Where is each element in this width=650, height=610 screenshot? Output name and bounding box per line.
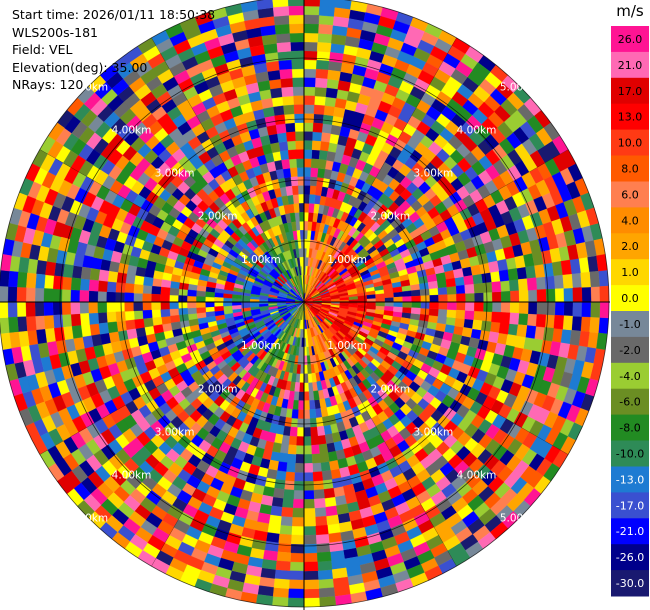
colorbar-swatch [611,259,649,286]
colorbar-swatch [611,77,649,105]
range-ring-label: 5.00km [500,81,540,93]
range-ring-label: 4.00km [112,470,152,482]
colorbar-swatch [611,518,649,545]
colorbar-tick-label: -2.0 [619,344,640,357]
start-time: Start time: 2026/01/11 18:50:38 [12,7,216,22]
colorbar-swatch [611,492,649,519]
colorbar-swatch [611,233,649,260]
range-ring [181,179,427,425]
range-ring-label: 2.00km [198,383,238,395]
range-ring-label: 4.00km [457,125,497,137]
range-ring-label: 5.00km [68,81,108,93]
colorbar-tick-label: 2.0 [621,240,639,253]
colorbar-tick-label: 17.0 [618,85,643,98]
range-ring-label: 2.00km [370,211,410,223]
range-ring-label: 1.00km [327,254,367,266]
colorbar-tick-label: -10.0 [616,448,644,461]
field-name: Field: VEL [12,42,73,57]
colorbar-tick-label: -26.0 [616,551,644,564]
range-ring [242,240,366,364]
colorbar-tick-label: 10.0 [618,137,643,150]
colorbar-swatch [611,440,649,467]
range-ring-label: 3.00km [414,168,454,180]
range-ring-label: 2.00km [370,383,410,395]
colorbar-swatch [611,207,649,234]
colorbar-tick-label: -21.0 [616,525,644,538]
colorbar-swatch [611,311,649,338]
colorbar-tick-label: 13.0 [618,111,643,124]
colorbar-tick-label: 8.0 [621,163,639,176]
colorbar: m/s 26.0 21.0 17.0 13.0 10.0 8.0 6.0 4.0 2.0 1.0 0.… [611,2,649,597]
range-ring-label: 1.00km [327,340,367,352]
colorbar-swatch [611,181,649,208]
range-ring-label: 5.00km [500,513,540,525]
range-ring-label: 3.00km [414,426,454,438]
colorbar-tick-label: -6.0 [619,396,640,409]
colorbar-tick-label: -17.0 [616,499,644,512]
colorbar-tick-label: 6.0 [621,188,639,201]
range-ring-label: 5.00km [68,513,108,525]
scan-info: Start time: 2026/01/11 18:50:38 WLS200s-… [12,6,215,94]
colorbar-swatch [611,388,649,416]
colorbar-tick-label: 26.0 [618,33,643,46]
colorbar-tick-label: -13.0 [616,473,644,486]
range-ring-label: 3.00km [155,426,195,438]
range-ring-label: 2.00km [198,211,238,223]
range-ring [120,118,488,486]
colorbar-tick-label: 21.0 [618,59,643,72]
colorbar-swatch [611,570,649,597]
colorbar-swatch [611,103,649,131]
colorbar-unit: m/s [616,2,644,20]
range-ring [0,0,610,608]
colorbar-swatch [611,26,649,53]
colorbar-swatch [611,129,649,156]
colorbar-swatch [611,362,649,390]
colorbar-swatch [611,466,649,493]
range-ring-label: 4.00km [112,125,152,137]
colorbar-tick-label: -8.0 [619,422,640,435]
colorbar-tick-label: -1.0 [619,318,640,331]
range-ring-label: 1.00km [241,340,281,352]
colorbar-swatch [611,285,649,312]
colorbar-tick-label: -30.0 [616,577,644,590]
range-ring-label: 3.00km [155,168,195,180]
range-ring [59,57,549,547]
colorbar-tick-label: 1.0 [621,266,639,279]
colorbar-tick-label: 0.0 [621,292,639,305]
colorbar-swatch [611,155,649,182]
ray-count: NRays: 120 [12,77,84,92]
instrument-name: WLS200s-181 [12,24,98,40]
colorbar-swatch [611,336,649,364]
ppi-plot: 1.00km 1.00km 1.00km 1.00km 2.00km 2.00km 2.00… [0,0,610,610]
colorbar-tick-label: -4.0 [619,370,640,383]
colorbar-tick-label: 4.0 [621,214,639,227]
elevation-angle: Elevation(deg): 35.00 [12,59,148,75]
colorbar-swatch [611,544,649,571]
range-ring-label: 4.00km [457,470,497,482]
colorbar-swatch [611,51,649,79]
range-ring-label: 1.00km [241,254,281,266]
colorbar-swatch [611,414,649,441]
